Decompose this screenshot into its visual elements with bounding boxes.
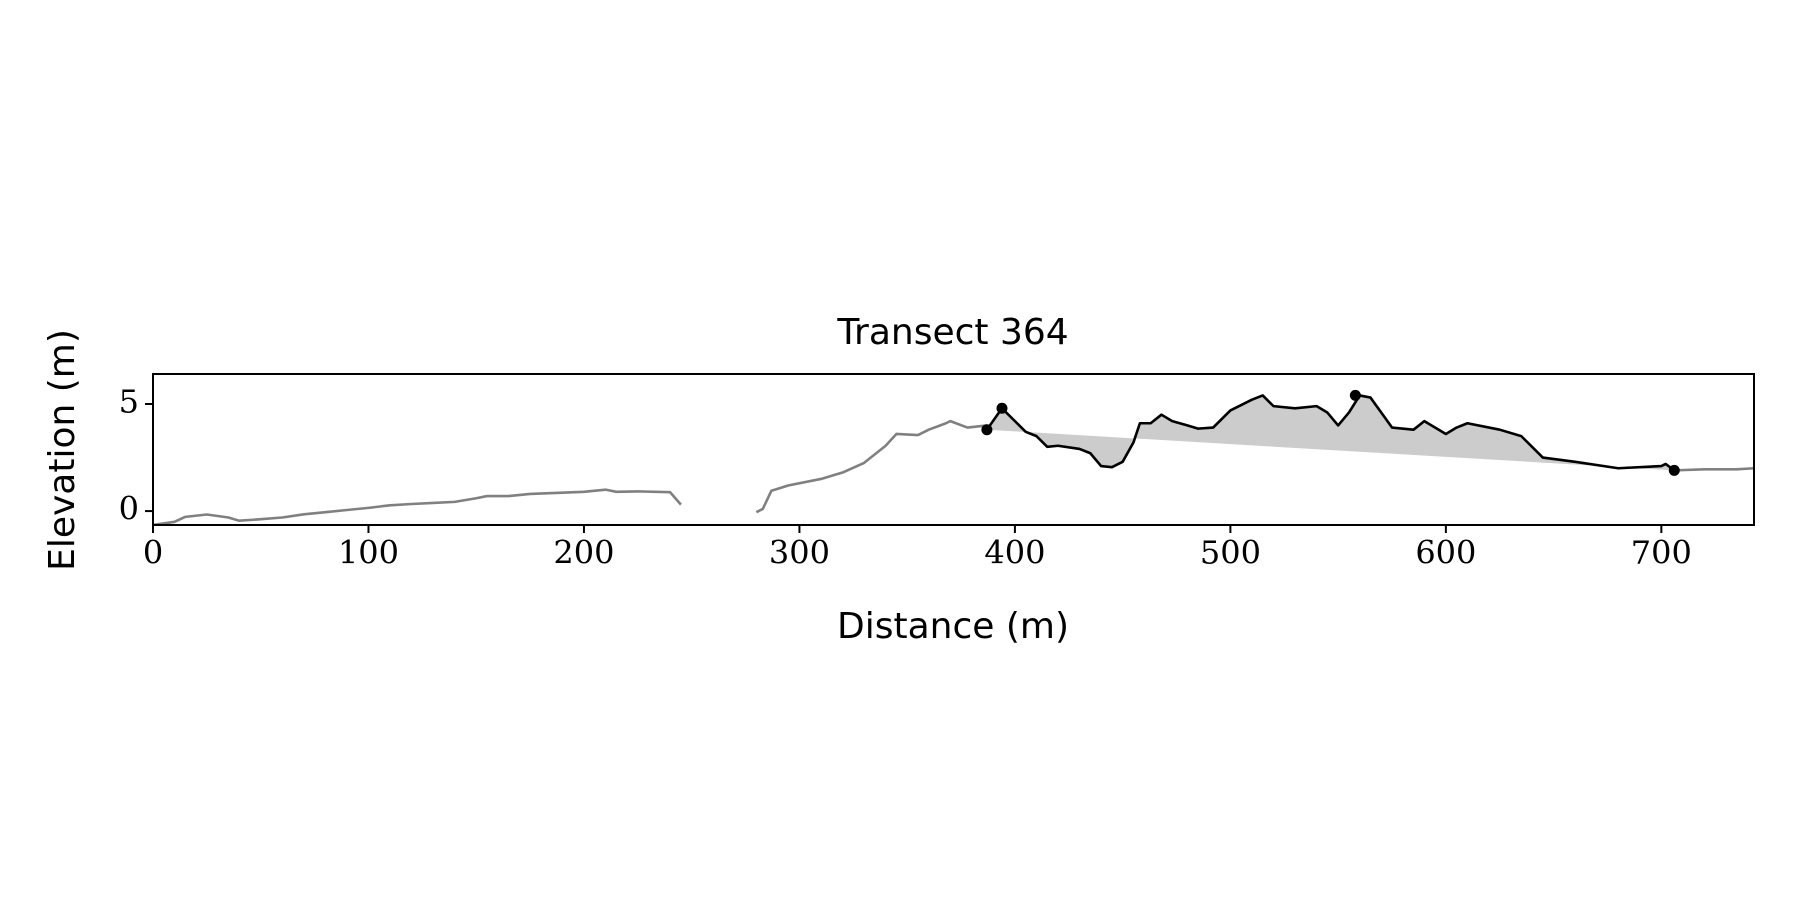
line bbox=[153, 419, 1754, 525]
point bbox=[1668, 464, 1680, 476]
y-tick-label: 5 bbox=[119, 382, 139, 420]
x-axis-label: Distance (m) bbox=[837, 606, 1069, 647]
y-tick-label: 0 bbox=[119, 490, 139, 528]
plot-frame bbox=[152, 373, 1755, 526]
y-axis-label: Elevation (m) bbox=[42, 329, 83, 571]
x-tick-label: 600 bbox=[1415, 534, 1476, 572]
point bbox=[996, 402, 1008, 414]
x-tick-label: 500 bbox=[1200, 534, 1261, 572]
x-tick-label: 400 bbox=[984, 534, 1045, 572]
x-tick-label: 100 bbox=[338, 534, 399, 572]
point bbox=[981, 424, 993, 436]
x-tick-label: 300 bbox=[769, 534, 830, 572]
chart-title: Transect 364 bbox=[836, 312, 1068, 353]
shaded-area bbox=[986, 395, 1675, 471]
point bbox=[1349, 389, 1361, 401]
line bbox=[985, 394, 1676, 472]
x-tick-label: 200 bbox=[553, 534, 614, 572]
x-tick-label: 0 bbox=[143, 534, 163, 572]
x-tick-label: 700 bbox=[1631, 534, 1692, 572]
